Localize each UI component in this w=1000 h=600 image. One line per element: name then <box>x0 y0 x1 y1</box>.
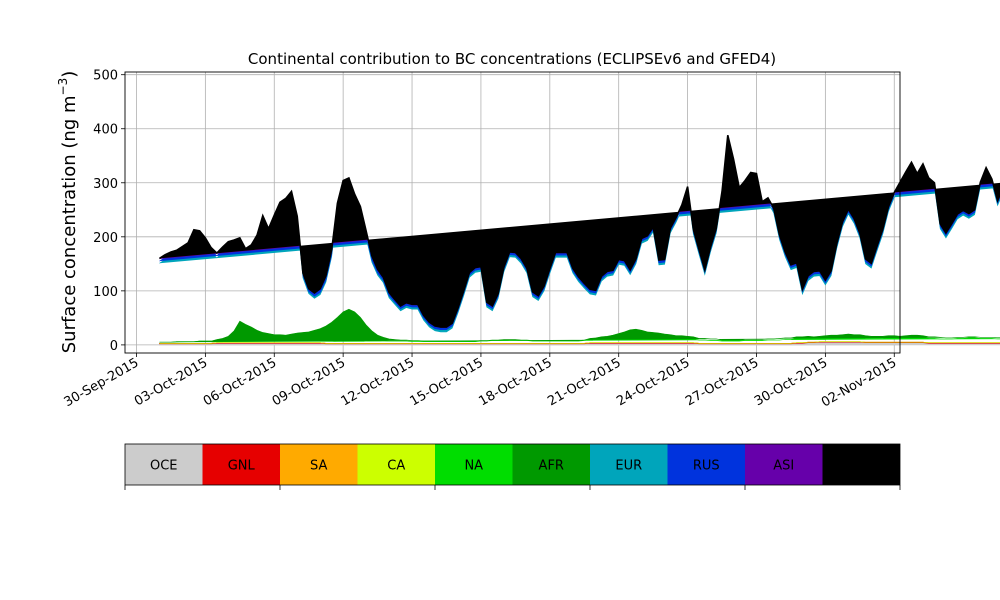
y-tick-label: 100 <box>93 285 118 300</box>
total-outline <box>159 135 1000 328</box>
legend-swatch-asi <box>745 444 823 485</box>
legend-swatch-sa <box>280 444 358 485</box>
legend-label-asi: ASI <box>773 459 794 474</box>
legend-label-aus: AUS <box>848 459 875 474</box>
legend-frame <box>124 443 901 486</box>
legend-swatch-rus <box>667 444 745 485</box>
y-tick-label: 300 <box>93 177 118 192</box>
legend-label-rus: RUS <box>693 459 720 474</box>
y-tick-label: 0 <box>110 339 118 354</box>
y-axis-label-close: ) <box>59 71 80 78</box>
y-ticks: 0 100 200 300 400 500 <box>93 69 125 354</box>
legend-label-afr: AFR <box>539 459 564 474</box>
legend-swatch-gnl <box>202 444 280 485</box>
plot-frame <box>124 71 901 354</box>
y-axis-label-main: Surface concentration (ng m <box>59 95 80 353</box>
legend-swatch-ca <box>357 444 435 485</box>
legend-label-oce: OCE <box>150 459 178 474</box>
legend-swatch-afr <box>512 444 590 485</box>
legend-swatch-eur <box>590 444 668 485</box>
legend-swatch-na <box>435 444 513 485</box>
legend-label-sa: SA <box>310 459 327 474</box>
legend-label-gnl: GNL <box>228 459 256 474</box>
stacked-areas <box>159 135 1000 346</box>
area-series-afr <box>159 308 1000 343</box>
y-axis-label: Surface concentration (ng m−3) <box>56 71 80 354</box>
y-tick-label: 200 <box>93 231 118 246</box>
area-series-ca <box>159 341 1000 344</box>
legend-colorbar: OCE GNL SA CA NA AFR EUR RUS ASI AUS <box>124 443 901 490</box>
axes <box>124 71 901 354</box>
y-tick-label: 400 <box>93 123 118 138</box>
legend-label-ca: CA <box>387 459 405 474</box>
y-tick-label: 500 <box>93 69 118 84</box>
legend-label-eur: EUR <box>615 459 642 474</box>
chart-title: Continental contribution to BC concentra… <box>248 50 776 68</box>
legend-label-na: NA <box>464 459 483 474</box>
legend-swatch-oce <box>125 444 203 485</box>
legend-swatch-aus <box>822 444 900 485</box>
y-axis-label-superscript: −3 <box>56 78 70 96</box>
